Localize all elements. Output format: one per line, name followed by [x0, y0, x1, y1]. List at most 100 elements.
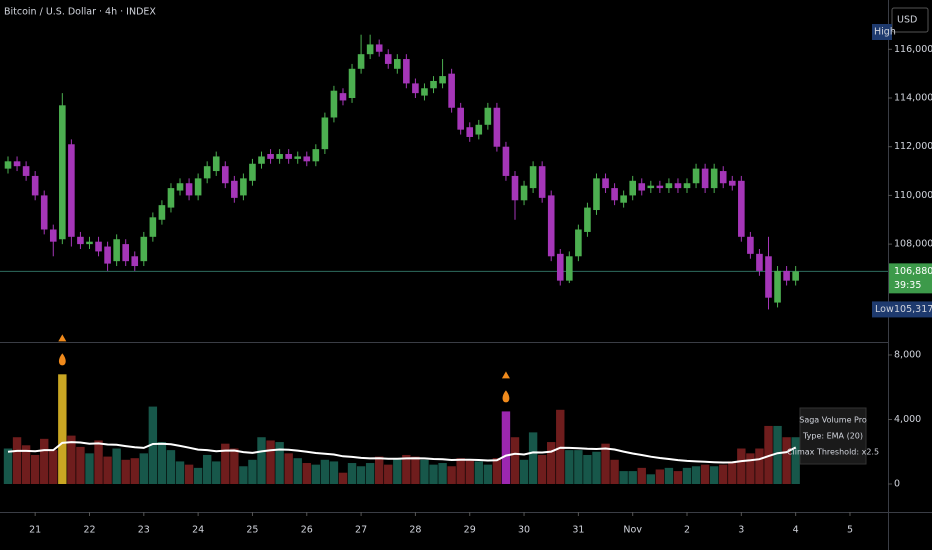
candle-body	[167, 188, 175, 208]
candle-body	[765, 256, 772, 298]
volume-bar	[456, 458, 465, 484]
time-tick-label: 3	[738, 525, 744, 536]
volume-bar	[691, 466, 701, 484]
volume-bar	[293, 458, 302, 484]
volume-bar	[773, 425, 782, 484]
volume-tick-label: 4,000	[894, 414, 921, 425]
volume-bar	[728, 461, 737, 484]
volume-bar	[492, 458, 502, 484]
ema-line	[7, 441, 797, 464]
candle-body	[212, 156, 220, 172]
time-tick-label: 29	[464, 525, 476, 536]
time-tick-label: 31	[572, 525, 584, 536]
candle-body	[403, 59, 410, 84]
high-label-box	[872, 24, 892, 40]
candle-body	[738, 180, 745, 237]
candle-body	[412, 83, 419, 94]
currency-button[interactable]	[891, 7, 929, 33]
candle-body	[529, 166, 537, 189]
volume-bar	[365, 463, 375, 484]
candle-body	[113, 239, 120, 262]
volume-bar	[311, 464, 321, 484]
volume-bar	[302, 463, 311, 484]
candle-body	[384, 54, 392, 64]
candle-body	[584, 207, 591, 232]
volume-bar	[221, 443, 230, 484]
time-tick-label: 21	[29, 525, 41, 536]
candle-body	[312, 149, 320, 162]
time-tick-label: 4	[793, 525, 799, 536]
candle-body	[611, 188, 618, 201]
volume-bar	[212, 461, 221, 484]
candle-body	[357, 54, 365, 69]
volume-bar	[184, 464, 194, 484]
low-label: Low	[875, 304, 894, 315]
volume-bar	[67, 435, 76, 484]
high-label: High	[874, 27, 896, 38]
volume-bar	[737, 448, 746, 484]
volume-bar	[501, 411, 511, 484]
candle-body	[629, 180, 636, 196]
candle-body	[95, 241, 102, 252]
volume-bar	[646, 474, 655, 484]
candle-body	[267, 154, 274, 159]
volume-bar	[58, 374, 67, 484]
candle-body	[122, 244, 129, 262]
volume-bar	[447, 466, 456, 484]
candle-body	[466, 127, 474, 137]
volume-bar	[30, 454, 40, 484]
volume-bar	[320, 459, 330, 484]
volume-bar	[94, 440, 103, 484]
candle-body	[547, 195, 555, 257]
time-tick-label: 26	[301, 525, 313, 536]
candle-body	[294, 156, 302, 159]
candle-body	[493, 107, 501, 147]
time-tick-label: 27	[355, 525, 367, 536]
indicator-info: Type: EMA (20)	[802, 432, 863, 441]
volume-bar	[664, 467, 674, 484]
candle-body	[674, 183, 682, 189]
volume-bar	[510, 437, 520, 484]
volume-bar	[3, 448, 13, 484]
volume-bar	[547, 442, 556, 484]
volume-bar	[601, 443, 610, 484]
climax-flame	[501, 371, 510, 379]
volume-bar	[40, 438, 49, 484]
time-tick-label: 24	[192, 525, 204, 536]
volume-bar	[275, 442, 284, 484]
currency-label[interactable]: USD	[897, 15, 917, 26]
candle-body	[240, 178, 247, 196]
volume-bar	[230, 448, 239, 484]
candle-body	[86, 241, 93, 245]
candle-body	[683, 183, 691, 189]
price-tick-label: 108,000.00	[894, 239, 932, 250]
volume-bar	[619, 471, 628, 484]
indicator-box	[799, 407, 867, 465]
volume-bar	[248, 459, 257, 484]
indicator-info: Climax Threshold: x2.5	[787, 448, 879, 457]
volume-tick-label: 8,000	[894, 349, 921, 360]
volume-bar	[266, 440, 275, 484]
volume-bar	[384, 464, 393, 484]
time-tick-label: 2	[684, 525, 690, 536]
volume-bar	[402, 454, 411, 484]
volume-bar	[628, 471, 637, 484]
volume-bar	[519, 459, 529, 484]
volume-bar	[193, 467, 203, 484]
candle-body	[430, 80, 437, 89]
candle-body	[394, 59, 401, 69]
volume-bar	[782, 437, 791, 484]
candle-body	[31, 175, 39, 196]
volume-bar	[574, 450, 583, 484]
volume-bar	[700, 464, 710, 484]
candle-body	[475, 124, 483, 135]
candle-body	[448, 73, 455, 108]
volume-bar	[655, 469, 665, 484]
volume-bar	[610, 459, 619, 484]
candle-body	[276, 154, 283, 159]
candle-body	[774, 270, 781, 303]
candle-body	[656, 185, 664, 189]
volume-bar	[420, 459, 429, 484]
volume-bar	[166, 450, 176, 484]
